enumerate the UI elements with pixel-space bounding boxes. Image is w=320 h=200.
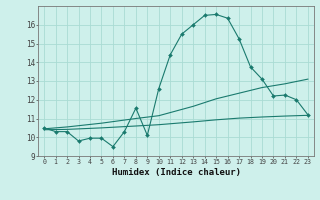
X-axis label: Humidex (Indice chaleur): Humidex (Indice chaleur) <box>111 168 241 177</box>
